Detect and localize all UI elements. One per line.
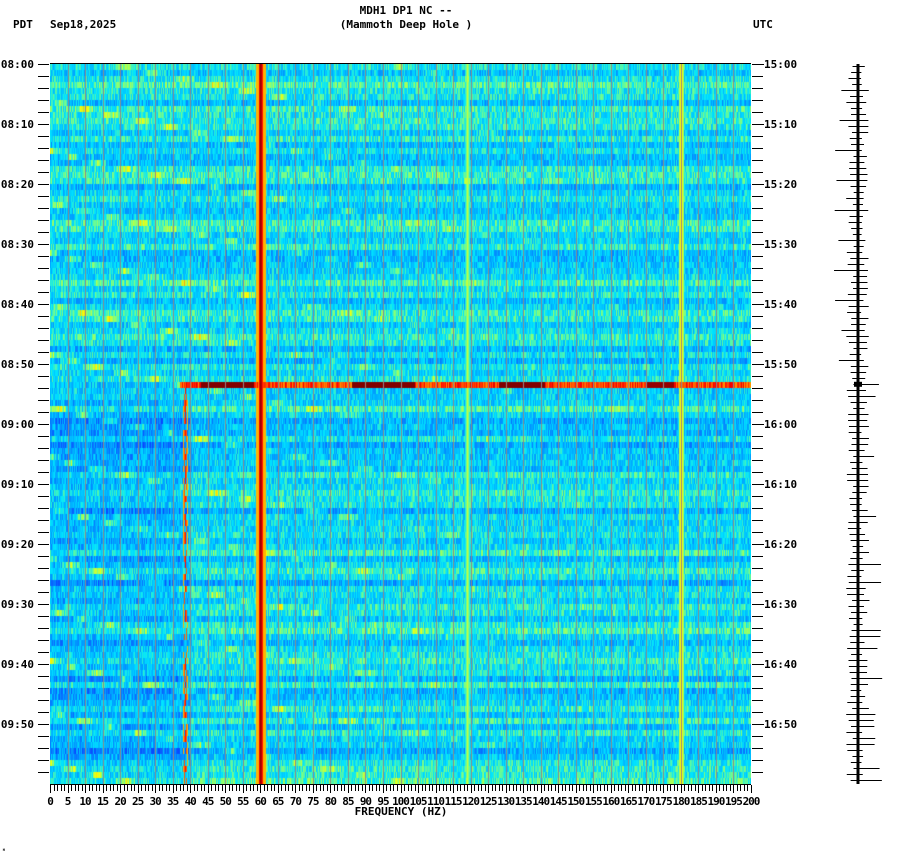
x-tick-label: 80: [324, 795, 337, 808]
y-tick-label-right: 16:20: [764, 538, 798, 551]
y-tick-label-left: 08:50: [0, 358, 34, 371]
x-tick-label: 10: [79, 795, 91, 808]
x-tick-label: 35: [167, 795, 179, 808]
x-tick-label: 95: [377, 795, 389, 808]
y-tick-label-left: 09:40: [0, 658, 34, 671]
y-tick-label-left: 08:00: [0, 58, 34, 71]
y-tick-label-left: 08:40: [0, 298, 34, 311]
spectrogram-canvas: [50, 64, 751, 784]
left-timezone-label: PDT: [13, 18, 33, 31]
corner-mark: ᴴ: [2, 848, 6, 855]
x-tick-label: 20: [114, 795, 126, 808]
y-tick-label-right: 16:00: [764, 418, 798, 431]
y-tick-label-right: 15:30: [764, 238, 798, 251]
y-tick-label-left: 08:10: [0, 118, 34, 131]
y-tick-label-left: 08:20: [0, 178, 34, 191]
x-tick-label: 30: [149, 795, 162, 808]
x-tick-label: 145: [549, 795, 568, 808]
right-timezone-label: UTC: [753, 18, 773, 31]
spectrogram-plot: [50, 64, 751, 784]
y-tick-label-right: 15:10: [764, 118, 798, 131]
x-tick-label: 130: [497, 795, 515, 808]
x-tick-label: 195: [725, 795, 743, 808]
y-tick-label-right: 15:40: [764, 298, 798, 311]
x-tick-label: 75: [307, 795, 319, 808]
x-tick-label: 135: [514, 795, 533, 808]
x-tick-label: 140: [532, 795, 550, 808]
x-axis-title: FREQUENCY (HZ): [354, 805, 448, 818]
x-tick-label: 190: [707, 795, 726, 808]
y-tick-label-left: 08:30: [0, 238, 34, 251]
x-tick-label: 155: [584, 795, 603, 808]
y-tick-label-left: 09:10: [0, 478, 34, 491]
x-tick-label: 15: [96, 795, 109, 808]
y-tick-label-left: 09:00: [0, 418, 34, 431]
date-label: Sep18,2025: [50, 18, 117, 31]
x-tick-label: 185: [689, 795, 708, 808]
x-tick-label: 100: [392, 795, 410, 808]
y-tick-label-right: 15:00: [764, 58, 798, 71]
y-tick-label-left: 09:20: [0, 538, 34, 551]
x-tick-label: 25: [132, 795, 144, 808]
x-tick-label: 170: [637, 795, 655, 808]
x-tick-label: 55: [237, 795, 249, 808]
x-tick-label: 160: [602, 795, 620, 808]
x-tick-label: 120: [462, 795, 480, 808]
y-tick-label-right: 15:50: [764, 358, 798, 371]
x-tick-label: 165: [619, 795, 638, 808]
x-tick-label: 90: [359, 795, 372, 808]
y-tick-label-left: 09:50: [0, 718, 34, 731]
x-tick-label: 40: [184, 795, 197, 808]
x-tick-label: 65: [272, 795, 284, 808]
x-tick-label: 50: [219, 795, 232, 808]
y-tick-label-right: 16:40: [764, 658, 798, 671]
x-tick-label: 175: [654, 795, 673, 808]
x-tick-label: 5: [64, 795, 72, 808]
x-tick-label: 125: [479, 795, 498, 808]
x-tick-label: 200: [742, 795, 761, 808]
y-tick-label-right: 16:50: [764, 718, 798, 731]
x-tick-label: 85: [342, 795, 354, 808]
x-tick-label: 115: [444, 795, 463, 808]
x-tick-label: 110: [427, 795, 445, 808]
y-tick-label-right: 16:10: [764, 478, 798, 491]
station-location: (Mammoth Deep Hole ): [339, 18, 473, 31]
x-tick-label: 105: [409, 795, 428, 808]
x-tick-label: 60: [254, 795, 267, 808]
y-tick-label-left: 09:30: [0, 598, 34, 611]
seismogram-trace: [834, 64, 883, 784]
x-tick-label: 0: [47, 795, 54, 808]
x-tick-label: 45: [202, 795, 214, 808]
station-title: MDH1 DP1 NC --: [359, 4, 453, 17]
y-tick-label-right: 15:20: [764, 178, 798, 191]
y-tick-label-right: 16:30: [764, 598, 798, 611]
x-tick-label: 150: [567, 795, 585, 808]
x-tick-label: 180: [672, 795, 690, 808]
x-tick-label: 70: [289, 795, 302, 808]
